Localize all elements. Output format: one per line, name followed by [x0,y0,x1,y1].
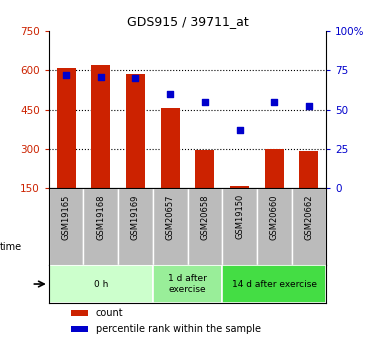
Point [63,72,69,78]
Text: 14 d after exercise: 14 d after exercise [232,279,317,288]
Bar [57,68,76,188]
Bar [257,188,292,265]
Point [202,99,208,105]
Point [98,74,104,79]
Bar [188,188,222,265]
Text: 1 d after
exercise: 1 d after exercise [168,274,207,294]
Bar [195,150,214,188]
Text: percentile rank within the sample: percentile rank within the sample [96,324,261,334]
Point [167,91,173,97]
Bar [49,188,83,265]
Point [132,76,138,81]
Bar [126,74,145,188]
Bar [265,149,284,188]
Point [306,104,312,109]
Text: GSM20660: GSM20660 [270,194,279,240]
Bar [299,151,318,188]
Bar [83,188,118,265]
Bar [71,326,88,332]
Bar [222,265,326,303]
Bar [153,265,222,303]
Text: GSM20658: GSM20658 [200,194,209,240]
Text: GSM19168: GSM19168 [96,194,105,240]
Point [271,99,277,105]
Bar [153,188,188,265]
Text: GSM19165: GSM19165 [62,194,70,239]
Bar [222,188,257,265]
Bar [230,186,249,188]
Text: GSM20662: GSM20662 [304,194,313,240]
Text: count: count [96,308,123,318]
Bar [71,310,88,316]
Bar [160,108,180,188]
Point [237,127,243,133]
Text: time: time [0,242,22,252]
Bar [49,265,153,303]
Bar [91,65,110,188]
Text: 0 h: 0 h [94,279,108,288]
Text: GSM20657: GSM20657 [166,194,175,240]
Text: GSM19150: GSM19150 [235,194,244,239]
Title: GDS915 / 39711_at: GDS915 / 39711_at [127,16,248,29]
Bar [292,188,326,265]
Bar [118,188,153,265]
Text: GSM19169: GSM19169 [131,194,140,239]
